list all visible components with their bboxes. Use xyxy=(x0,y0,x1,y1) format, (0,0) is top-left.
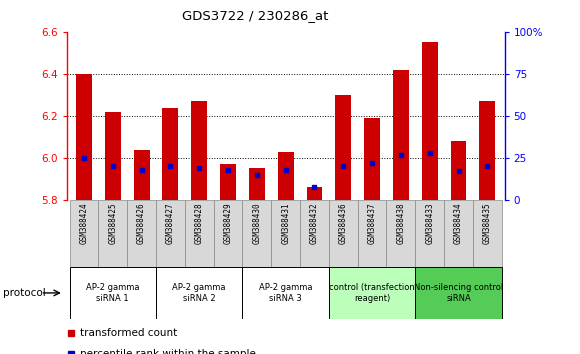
Bar xyxy=(156,267,242,319)
Bar xyxy=(99,200,127,267)
Text: AP-2 gamma
siRNA 1: AP-2 gamma siRNA 1 xyxy=(86,283,140,303)
Text: GSM388438: GSM388438 xyxy=(396,202,405,244)
Bar xyxy=(156,200,185,267)
Text: GSM388425: GSM388425 xyxy=(108,202,117,244)
Text: GSM388437: GSM388437 xyxy=(368,202,376,244)
Text: protocol: protocol xyxy=(3,288,46,298)
Bar xyxy=(358,200,386,267)
Text: GSM388428: GSM388428 xyxy=(195,202,204,244)
Text: AP-2 gamma
siRNA 3: AP-2 gamma siRNA 3 xyxy=(259,283,313,303)
Bar xyxy=(415,200,444,267)
Text: GSM388431: GSM388431 xyxy=(281,202,290,244)
Text: GSM388424: GSM388424 xyxy=(79,202,89,244)
Text: control (transfection
reagent): control (transfection reagent) xyxy=(329,283,415,303)
Text: GSM388433: GSM388433 xyxy=(425,202,434,244)
Bar xyxy=(162,108,178,200)
Text: GSM388427: GSM388427 xyxy=(166,202,175,244)
Bar xyxy=(307,187,322,200)
Text: percentile rank within the sample: percentile rank within the sample xyxy=(80,349,256,354)
Text: GDS3722 / 230286_at: GDS3722 / 230286_at xyxy=(182,9,328,22)
Bar xyxy=(105,112,121,200)
Bar xyxy=(185,200,213,267)
Text: AP-2 gamma
siRNA 2: AP-2 gamma siRNA 2 xyxy=(172,283,226,303)
Text: GSM388432: GSM388432 xyxy=(310,202,319,244)
Text: GSM388429: GSM388429 xyxy=(223,202,233,244)
Text: transformed count: transformed count xyxy=(80,328,177,338)
Bar xyxy=(473,200,502,267)
Bar xyxy=(127,200,156,267)
Text: GSM388434: GSM388434 xyxy=(454,202,463,244)
Bar xyxy=(242,267,329,319)
Bar xyxy=(249,169,264,200)
Bar xyxy=(444,200,473,267)
Bar xyxy=(335,95,351,200)
Bar xyxy=(329,267,415,319)
Bar xyxy=(364,118,380,200)
Bar xyxy=(191,101,207,200)
Text: GSM388436: GSM388436 xyxy=(339,202,348,244)
Bar xyxy=(451,141,466,200)
Bar xyxy=(76,74,92,200)
Bar xyxy=(70,200,99,267)
Bar xyxy=(300,200,329,267)
Bar xyxy=(70,267,156,319)
Bar xyxy=(242,200,271,267)
Bar xyxy=(278,152,293,200)
Bar xyxy=(213,200,242,267)
Bar xyxy=(271,200,300,267)
Bar xyxy=(386,200,415,267)
Bar xyxy=(220,164,236,200)
Bar xyxy=(480,101,495,200)
Bar xyxy=(329,200,358,267)
Text: GSM388430: GSM388430 xyxy=(252,202,262,244)
Text: GSM388435: GSM388435 xyxy=(483,202,492,244)
Text: Non-silencing control
siRNA: Non-silencing control siRNA xyxy=(414,283,503,303)
Bar xyxy=(133,150,150,200)
Bar xyxy=(393,70,409,200)
Bar xyxy=(415,267,502,319)
Text: GSM388426: GSM388426 xyxy=(137,202,146,244)
Bar xyxy=(422,42,438,200)
